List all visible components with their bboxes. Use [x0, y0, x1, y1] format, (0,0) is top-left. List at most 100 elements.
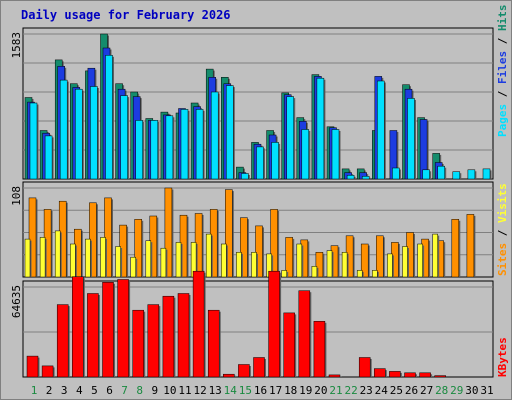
bar-kbytes-day-6	[102, 282, 114, 378]
x-label-day-5: 5	[91, 384, 98, 397]
bar-pages-day-2	[44, 135, 53, 180]
bar-pages-day-8	[135, 120, 143, 180]
legend-pages-files-hits-part-4: Hits	[496, 5, 509, 32]
bar-kbytes-day-10	[162, 295, 175, 378]
x-label-day-26: 26	[405, 384, 418, 397]
x-label-day-7: 7	[121, 384, 128, 397]
bar-visits-day-23	[356, 270, 363, 278]
bar-pages-day-19	[301, 129, 310, 180]
bar-kbytes-day-18	[283, 312, 295, 378]
bar-pages-day-26	[407, 98, 415, 180]
bar-kbytes-day-28	[434, 375, 446, 378]
bar-kbytes-day-26	[404, 372, 416, 378]
bar-kbytes-day-27	[419, 372, 431, 378]
x-label-day-3: 3	[61, 384, 68, 397]
x-label-day-15: 15	[239, 384, 252, 397]
x-label-day-16: 16	[254, 384, 267, 397]
legend-kbytes: KBytes	[496, 337, 509, 377]
x-label-day-18: 18	[284, 384, 297, 397]
bar-kbytes-day-16	[253, 357, 265, 378]
bar-kbytes-day-17	[268, 270, 280, 378]
x-label-day-13: 13	[209, 384, 222, 397]
bar-pages-day-30	[467, 169, 476, 180]
bar-pages-day-17	[271, 142, 279, 180]
bar-kbytes-day-21	[328, 374, 341, 378]
bar-visits-day-6	[100, 237, 106, 278]
bar-kbytes-day-1	[26, 355, 39, 378]
bar-visits-day-13	[205, 233, 212, 278]
bar-pages-day-20	[316, 77, 325, 180]
x-label-day-1: 1	[31, 384, 38, 397]
bar-visits-day-5	[85, 238, 91, 278]
bar-visits-day-14	[221, 243, 227, 278]
bar-sites-day-20	[315, 252, 324, 278]
x-label-day-20: 20	[314, 384, 327, 397]
bar-pages-day-10	[165, 115, 174, 180]
legend-kbytes-part-0: KBytes	[496, 337, 509, 377]
bar-pages-day-15	[241, 173, 249, 180]
bar-visits-day-9	[145, 240, 152, 278]
bar-sites-day-14	[225, 189, 233, 278]
bar-pages-day-22	[346, 175, 355, 180]
legend-sites-visits-part-0: Sites	[496, 243, 509, 276]
legend-sites-visits-part-2: Visits	[496, 183, 509, 223]
bar-pages-day-6	[105, 55, 113, 180]
x-label-day-11: 11	[178, 384, 191, 397]
bar-visits-day-8	[130, 256, 136, 278]
bar-visits-day-16	[251, 252, 257, 278]
x-label-day-6: 6	[106, 384, 113, 397]
bar-pages-day-21	[331, 129, 340, 180]
x-label-day-19: 19	[299, 384, 312, 397]
bar-pages-day-4	[75, 88, 83, 180]
legend-pages-files-hits-part-0: Pages	[496, 104, 509, 137]
bar-pages-day-9	[150, 120, 159, 180]
x-label-day-14: 14	[224, 384, 238, 397]
bar-sites-day-18	[285, 237, 293, 278]
bar-visits-day-22	[341, 252, 348, 278]
bar-pages-day-14	[226, 85, 234, 180]
bar-pages-day-29	[452, 171, 461, 180]
legend-sites-visits-part-1: /	[496, 223, 509, 243]
bar-visits-day-11	[175, 242, 182, 278]
bar-sites-day-23	[360, 243, 369, 278]
bar-visits-day-2	[39, 237, 46, 278]
x-label-day-12: 12	[193, 384, 206, 397]
bar-kbytes-day-19	[298, 290, 311, 378]
bar-kbytes-day-5	[87, 293, 99, 378]
x-label-day-4: 4	[76, 384, 83, 397]
x-label-day-10: 10	[163, 384, 176, 397]
bar-sites-day-30	[466, 214, 475, 278]
x-label-day-8: 8	[136, 384, 143, 397]
bar-kbytes-day-25	[389, 371, 401, 378]
x-label-day-29: 29	[450, 384, 463, 397]
panel-2-max-label: 108	[10, 186, 23, 206]
bar-sites-day-29	[451, 219, 460, 278]
bar-kbytes-day-14	[223, 373, 235, 378]
bar-kbytes-day-12	[192, 270, 205, 378]
legend-pages-files-hits-part-3: /	[496, 31, 509, 51]
bar-kbytes-day-2	[41, 365, 54, 378]
bar-visits-day-25	[387, 253, 393, 278]
bar-visits-day-24	[372, 270, 378, 278]
chart-title: Daily usage for February 2026	[21, 8, 231, 22]
bar-visits-day-20	[311, 266, 318, 278]
bar-sites-day-16	[255, 225, 263, 278]
bar-pages-day-16	[256, 146, 264, 180]
bar-pages-day-5	[90, 86, 98, 180]
bar-kbytes-day-3	[56, 304, 69, 378]
bar-kbytes-day-20	[313, 321, 326, 378]
x-label-day-21: 21	[329, 384, 342, 397]
x-label-day-24: 24	[375, 384, 389, 397]
bar-pages-day-3	[59, 79, 68, 180]
x-label-day-30: 30	[465, 384, 478, 397]
x-label-day-25: 25	[390, 384, 403, 397]
bar-pages-day-24	[377, 80, 385, 180]
bar-visits-day-7	[115, 246, 121, 278]
bar-kbytes-day-24	[374, 368, 386, 378]
bar-pages-day-31	[482, 168, 491, 180]
bar-visits-day-15	[236, 252, 242, 278]
bar-visits-day-1	[24, 238, 31, 278]
x-label-day-17: 17	[269, 384, 282, 397]
